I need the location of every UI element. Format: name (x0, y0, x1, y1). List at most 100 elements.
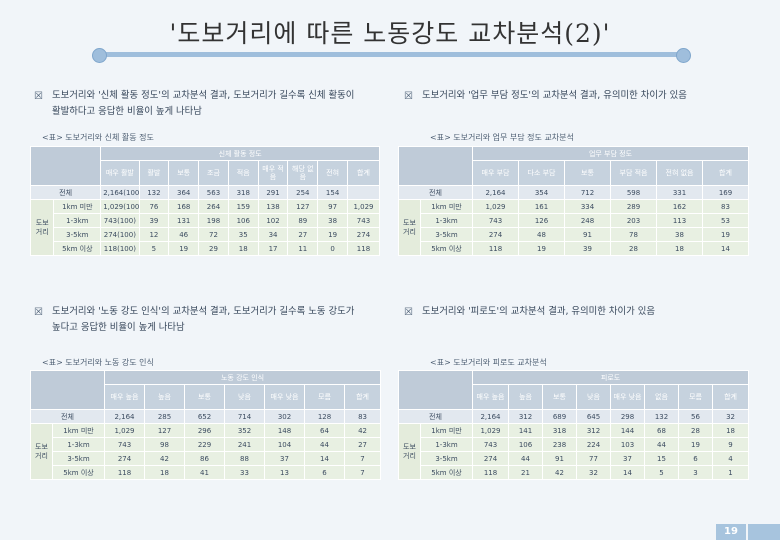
table-row: 5km 이상 118(100) 5 19 29 18 17 11 0 118 (31, 241, 381, 256)
table-cell: 전체 (398, 185, 473, 200)
row-label: 5km 이상 (420, 241, 473, 256)
column-group-header: 피로도 (471, 370, 750, 385)
table-total-row: 전체 2,164 312 689 645 298 132 56 32 (398, 409, 750, 424)
table-cell: 168 (168, 199, 200, 214)
table-cell: 144 (610, 423, 645, 438)
table-cell: 5 (644, 465, 679, 480)
table-cell: 91 (542, 451, 577, 466)
table-cell: 229 (184, 437, 225, 452)
table-cell: 296 (184, 423, 225, 438)
col-header: 모름 (304, 384, 345, 410)
table-cell: 141 (508, 423, 543, 438)
table-cell: 274 (472, 451, 509, 466)
table-cell: 1,029 (104, 423, 145, 438)
col-header: 매우 높음 (104, 384, 145, 410)
table-cell: 743 (346, 213, 381, 228)
section-3-bullet: ☒ 도보거리와 '노동 강도 인식'의 교차분석 결과, 도보거리가 길수록 노… (34, 304, 362, 336)
row-label: 1-3km (52, 437, 105, 452)
table-cell: 652 (184, 409, 225, 424)
table-cell: 118 (346, 241, 381, 256)
table-row: 도보거리 1km 미만 1,029(100) 76 168 264 159 13… (29, 199, 381, 256)
table-cell: 318 (227, 185, 259, 200)
table-cell: 159 (227, 199, 259, 214)
table-cell: 1 (711, 465, 750, 480)
table-cell: 전체 (30, 409, 105, 424)
table-cell: 1,029(100) (100, 199, 140, 214)
table-cell: 17 (257, 241, 289, 256)
table-cell: 118(100) (100, 241, 140, 256)
col-header: 매우 활발 (100, 160, 140, 186)
table-cell: 743 (472, 437, 509, 452)
table-cell: 126 (518, 213, 565, 228)
table-cell: 5 (138, 241, 170, 256)
table-cell: 0 (317, 241, 348, 256)
bullet-marker-icon: ☒ (34, 91, 43, 102)
table-cell: 11 (287, 241, 319, 256)
table-cell (346, 185, 381, 200)
section-2-bullet: ☒ 도보거리와 '업무 부담 정도'의 교차분석 결과, 유의미한 차이가 있음 (404, 88, 722, 104)
table-cell: 7 (343, 451, 382, 466)
table-cell: 248 (564, 213, 611, 228)
table-cell: 27 (343, 437, 382, 452)
table-cell: 1,029 (346, 199, 381, 214)
table-cell: 19 (702, 227, 749, 242)
table-cell: 298 (610, 409, 645, 424)
table-cell: 598 (610, 185, 657, 200)
row-label: 3-5km (420, 227, 473, 242)
col-header: 해당 없음 (287, 160, 319, 186)
table-cell: 39 (138, 213, 170, 228)
table-cell: 83 (343, 409, 382, 424)
group-label: 도보거리 (398, 199, 421, 256)
table-corner (29, 146, 102, 186)
table-cell: 38 (317, 213, 348, 228)
section-3-caption: <표> 도보거리와 노동 강도 인식 (42, 358, 154, 367)
col-header: 조금 (198, 160, 229, 186)
table-cell: 35 (227, 227, 259, 242)
table-cell: 689 (542, 409, 577, 424)
page-number: 19 (716, 524, 746, 540)
table-cell: 88 (224, 451, 265, 466)
section-2-text: 도보거리와 '업무 부담 정도'의 교차분석 결과, 유의미한 차이가 있음 (422, 90, 687, 101)
row-label: 1-3km (53, 213, 102, 228)
table-row: 도보거리 1km 미만 1,029 161 334 289 162 83 (398, 199, 749, 256)
table-cell: 743 (472, 213, 519, 228)
table-cell: 32 (576, 465, 611, 480)
row-label: 3-5km (52, 451, 105, 466)
table-row: 도보거리 1km 미만 1,029 127 296 352 148 64 42 (30, 423, 382, 480)
table-cell: 53 (702, 213, 749, 228)
table-cell: 34 (257, 227, 289, 242)
table-cell: 83 (702, 199, 749, 214)
table-cell: 254 (287, 185, 319, 200)
table-cell: 44 (644, 437, 679, 452)
col-header: 다소 부담 (518, 160, 565, 186)
table-cell: 7 (343, 465, 382, 480)
row-label: 1km 미만 (52, 423, 105, 438)
table-cell: 76 (138, 199, 170, 214)
row-label: 5km 이상 (52, 465, 105, 480)
table-cell: 41 (184, 465, 225, 480)
bullet-marker-icon: ☒ (34, 307, 43, 318)
table-cell: 37 (610, 451, 645, 466)
table-cell: 128 (304, 409, 345, 424)
table-cell: 6 (678, 451, 713, 466)
table-total-row: 전체 2,164 285 652 714 302 128 83 (30, 409, 382, 424)
table-cell: 27 (287, 227, 319, 242)
table-cell: 318 (542, 423, 577, 438)
table-cell: 18 (144, 465, 185, 480)
table-cell: 103 (610, 437, 645, 452)
table-cell: 28 (610, 241, 657, 256)
row-label: 3-5km (53, 227, 102, 242)
table-row: 1-3km 743(100) 39 131 198 106 102 89 38 … (31, 213, 381, 228)
table-cell: 42 (343, 423, 382, 438)
group-label: 도보거리 (29, 199, 55, 256)
table-row: 5km 이상 118 21 42 32 14 5 3 1 (399, 465, 750, 480)
table-cell: 712 (564, 185, 611, 200)
table-cell: 354 (518, 185, 565, 200)
table-cell: 127 (144, 423, 185, 438)
table-cell: 118 (472, 241, 519, 256)
table-corner (398, 146, 473, 186)
table-cell: 169 (702, 185, 749, 200)
table-cell: 224 (576, 437, 611, 452)
table-cell: 331 (656, 185, 703, 200)
col-header: 모름 (678, 384, 713, 410)
